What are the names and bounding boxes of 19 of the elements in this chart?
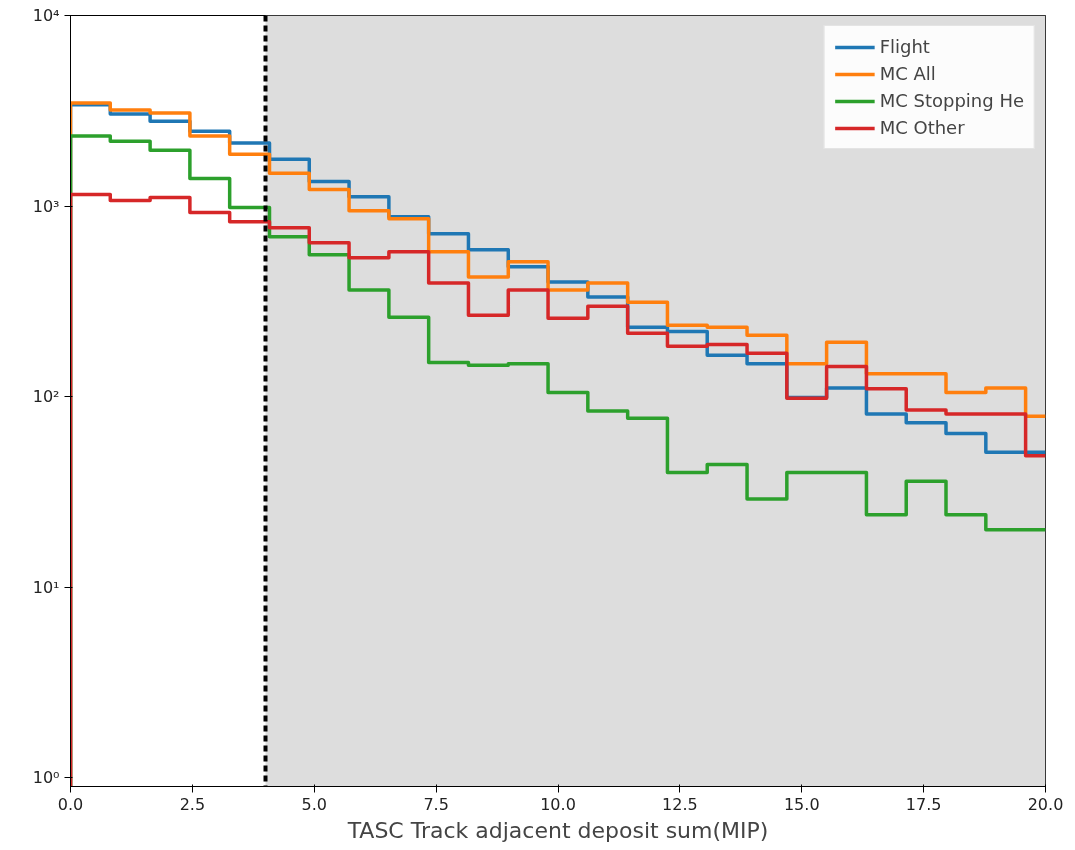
x-axis-title: TASC Track adjacent deposit sum(MIP) — [346, 817, 769, 843]
x-tick-label: 12.5 — [662, 794, 698, 814]
legend-label: Flight — [879, 36, 930, 57]
x-tick-label: 20.0 — [1027, 794, 1064, 814]
legend-label: MC Stopping He — [879, 90, 1024, 111]
x-tick-label: 7.5 — [423, 794, 449, 814]
y-tick-label: 10¹ — [32, 577, 60, 597]
y-tick-label: 10² — [32, 387, 60, 407]
x-tick-label: 17.5 — [905, 794, 942, 814]
legend-label: MC Other — [879, 117, 965, 138]
x-tick-label: 5.0 — [301, 794, 327, 814]
x-tick-label: 10.0 — [540, 794, 576, 814]
y-tick-label: 10³ — [32, 196, 60, 216]
y-tick-label: 10⁰ — [32, 768, 60, 788]
x-tick-label: 15.0 — [783, 794, 820, 814]
y-tick-label: 10⁴ — [32, 6, 60, 25]
x-tick-label: 0.0 — [57, 794, 84, 814]
legend-label: MC All — [879, 63, 936, 84]
x-tick-label: 2.5 — [179, 794, 206, 814]
